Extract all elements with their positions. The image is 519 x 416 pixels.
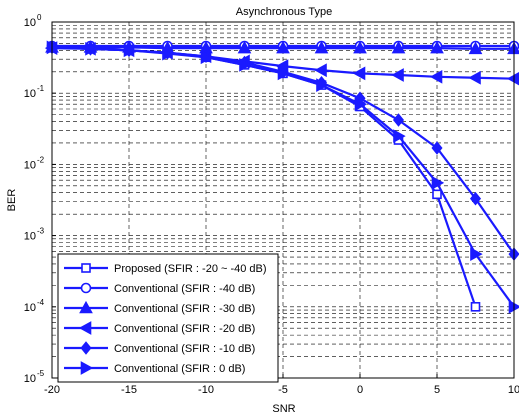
data-point [276,40,290,54]
y-tick-exponent: -1 [37,84,45,93]
data-point [429,69,443,84]
y-tick-label: 10 [24,17,36,29]
y-tick-label: 10 [24,159,36,171]
legend-label: Conventional (SFIR : -20 dB) [114,323,255,335]
y-tick-exponent: -2 [37,155,45,164]
data-point [392,113,405,127]
data-point [430,40,444,54]
x-tick-label: 10 [508,384,519,396]
data-point [468,70,481,85]
series-group [44,40,519,314]
legend-item: Conventional (SFIR : -30 dB) [64,300,255,315]
legend-label: Proposed (SFIR : -20 ~ -40 dB) [114,263,267,275]
y-tick-exponent: -5 [37,369,45,378]
y-tick-label: 10 [24,88,36,100]
x-tick-label: -5 [278,384,288,396]
data-point [85,41,98,56]
x-tick-label: -10 [198,384,214,396]
data-point [391,68,404,82]
legend-item: Conventional (SFIR : -40 dB) [64,282,255,295]
x-tick-label: -15 [121,384,137,396]
legend-item: Conventional (SFIR : -10 dB) [64,341,255,355]
data-point [316,78,329,92]
data-point [239,58,252,72]
y-tick-exponent: -3 [37,227,45,236]
legend-label: Conventional (SFIR : -40 dB) [114,283,255,295]
legend-marker [81,263,91,273]
legend: Proposed (SFIR : -20 ~ -40 dB) Convention… [57,253,279,383]
x-tick-label: 5 [434,384,440,396]
series-3 [45,40,519,55]
legend-label: Conventional (SFIR : -10 dB) [114,343,255,355]
data-point [353,40,367,54]
legend-item: Conventional (SFIR : -20 dB) [64,321,255,335]
data-point [162,46,175,61]
legend-marker [80,341,92,355]
data-point [200,50,214,65]
y-tick-exponent: 0 [37,13,42,22]
data-point [277,66,291,81]
y-tick-exponent: -4 [37,298,45,307]
y-tick-label: 10 [24,231,36,243]
data-point [470,247,483,261]
data-point [354,97,368,112]
data-point [391,40,406,54]
x-tick-label: -20 [44,384,60,396]
legend-box [57,253,279,383]
data-point [470,301,481,312]
legend-marker [80,361,94,375]
legend-item: Proposed (SFIR : -20 ~ -40 dB) [64,263,267,275]
y-tick-label: 10 [24,373,36,385]
x-tick-label: 0 [357,384,363,396]
data-point [469,191,482,206]
data-point [314,63,327,78]
data-point [431,176,445,190]
series-6 [46,40,519,314]
legend-marker [80,282,92,294]
legend-marker [79,300,93,314]
data-point [431,141,443,155]
legend-label: Conventional (SFIR : -30 dB) [114,303,255,315]
data-point [314,40,329,54]
data-point [237,40,252,54]
y-axis-label: BER [6,189,18,212]
legend-label: Conventional (SFIR : 0 dB) [114,363,245,375]
y-tick-label: 10 [24,302,36,314]
chart-title: Asynchronous Type [236,6,332,18]
legend-item: Conventional (SFIR : 0 dB) [64,361,245,375]
x-axis-label: SNR [272,403,295,415]
data-point [123,43,137,58]
data-point [393,129,406,143]
data-point [352,66,366,81]
data-point [468,41,483,55]
data-point [432,189,442,200]
legend-marker [78,321,92,335]
